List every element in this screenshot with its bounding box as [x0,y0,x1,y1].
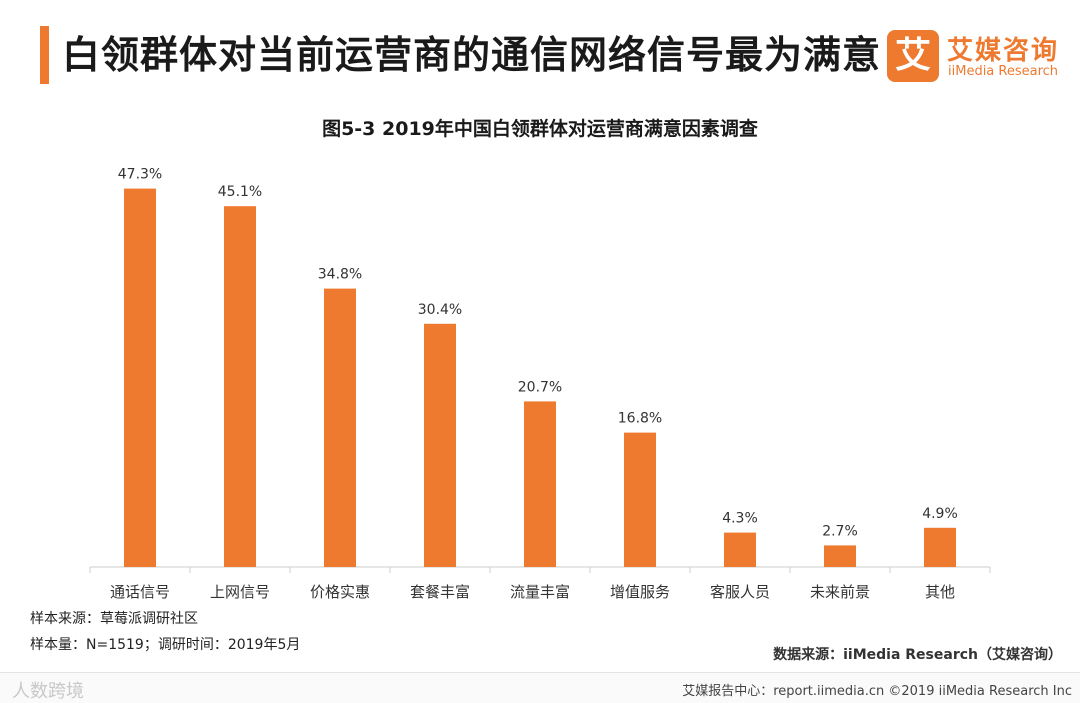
bar-value-label: 16.8% [618,411,662,427]
bar-value-label: 4.9% [922,506,958,522]
logo-english-name: iiMedia Research [948,64,1059,79]
bar-value-label: 34.8% [318,267,362,283]
category-label: 套餐丰富 [410,583,470,601]
bar-value-label: 4.3% [722,511,758,527]
bar-2 [224,206,256,567]
headline-accent-bar [40,26,49,84]
bar-chart: 47.3% 通话信号 45.1% 上网信号 34.8% 价格实惠 30.4% 套餐丰富 20.7… [89,167,991,601]
watermark-text: 人数跨境 [12,681,84,702]
iimedia-logo: 艾 艾媒咨询 iiMedia Research [887,30,1077,86]
bar-value-label: 2.7% [822,523,858,539]
footer-bar: 人数跨境 艾媒报告中心：report.iimedia.cn ©2019 iiMe… [0,672,1080,703]
bar-7 [724,532,756,567]
bar-value-label: 45.1% [218,184,262,200]
bar-3 [324,288,356,567]
logo-mark-icon: 艾 [887,30,939,82]
category-label: 其他 [925,583,955,601]
page-headline: 白领群体对当前运营商的通信网络信号最为满意 [62,33,882,77]
category-label: 通话信号 [110,583,170,601]
bar-1 [124,188,156,567]
category-label: 价格实惠 [310,583,370,601]
category-label: 客服人员 [710,583,770,601]
footer-copyright: 艾媒报告中心：report.iimedia.cn ©2019 iiMedia R… [682,684,1072,699]
bar-5 [524,401,556,567]
bar-value-label: 30.4% [418,302,462,318]
sample-size-note: 样本量：N=1519；调研时间：2019年5月 [30,637,301,653]
bar-4 [424,323,456,567]
bar-value-label: 20.7% [518,379,562,395]
bar-6 [624,432,656,567]
logo-chinese-name: 艾媒咨询 [947,36,1060,66]
bar-9 [924,527,956,567]
chart-title: 图5-3 2019年中国白领群体对运营商满意因素调查 [322,118,758,140]
bar-8 [824,545,856,567]
category-label: 流量丰富 [510,583,570,601]
sample-source-note: 样本来源：草莓派调研社区 [30,611,198,627]
data-source-note: 数据来源：iiMedia Research（艾媒咨询） [773,647,1062,663]
category-label: 增值服务 [610,583,670,601]
category-label: 未来前景 [810,583,870,601]
category-label: 上网信号 [210,583,270,601]
bar-value-label: 47.3% [118,167,162,183]
